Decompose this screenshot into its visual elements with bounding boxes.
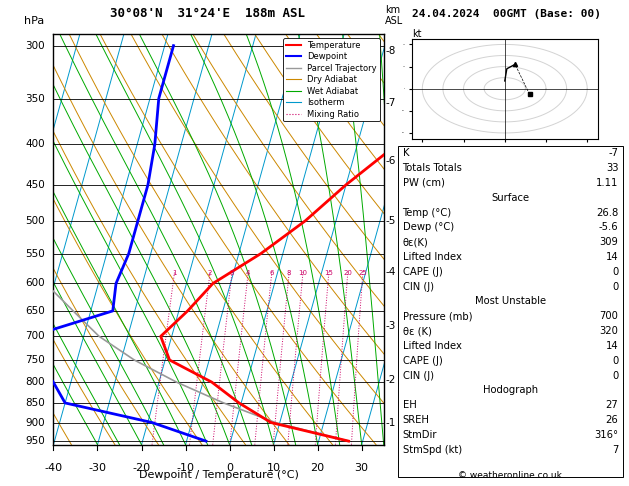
- Text: 0: 0: [612, 356, 618, 366]
- Text: 4: 4: [246, 270, 250, 276]
- Text: -8: -8: [386, 46, 396, 56]
- Text: -5.6: -5.6: [599, 222, 618, 232]
- Text: 350: 350: [25, 93, 45, 104]
- Text: 6: 6: [270, 270, 274, 276]
- Text: Hodograph: Hodograph: [483, 385, 538, 396]
- Text: Temp (°C): Temp (°C): [403, 208, 452, 218]
- Text: Dewp (°C): Dewp (°C): [403, 222, 454, 232]
- Text: 309: 309: [599, 237, 618, 247]
- Text: 750: 750: [25, 355, 45, 365]
- Text: 0: 0: [226, 463, 233, 473]
- Text: Most Unstable: Most Unstable: [475, 296, 546, 307]
- Legend: Temperature, Dewpoint, Parcel Trajectory, Dry Adiabat, Wet Adiabat, Isotherm, Mi: Temperature, Dewpoint, Parcel Trajectory…: [283, 38, 379, 121]
- Text: -40: -40: [45, 463, 62, 473]
- X-axis label: Dewpoint / Temperature (°C): Dewpoint / Temperature (°C): [138, 469, 299, 480]
- Text: -3: -3: [386, 321, 396, 331]
- Text: -7: -7: [386, 98, 396, 108]
- Text: 7: 7: [612, 445, 618, 455]
- Text: 950: 950: [25, 436, 45, 446]
- Text: -5: -5: [386, 216, 396, 226]
- Text: 14: 14: [606, 252, 618, 262]
- Text: 33: 33: [606, 163, 618, 173]
- Text: km
ASL: km ASL: [386, 5, 404, 26]
- Text: Totals Totals: Totals Totals: [403, 163, 462, 173]
- Text: EH: EH: [403, 400, 416, 410]
- Text: -2: -2: [386, 375, 396, 385]
- Text: 30: 30: [355, 463, 369, 473]
- Text: -7: -7: [608, 148, 618, 158]
- Text: 850: 850: [25, 398, 45, 408]
- Text: K: K: [403, 148, 409, 158]
- Text: 2: 2: [208, 270, 213, 276]
- Text: 450: 450: [25, 180, 45, 190]
- Text: 500: 500: [26, 216, 45, 226]
- Text: CAPE (J): CAPE (J): [403, 267, 442, 277]
- Text: 20: 20: [343, 270, 352, 276]
- Text: 600: 600: [26, 278, 45, 289]
- Text: 650: 650: [25, 306, 45, 316]
- Text: 26.8: 26.8: [596, 208, 618, 218]
- Text: 26: 26: [606, 415, 618, 425]
- Text: StmDir: StmDir: [403, 430, 437, 440]
- Text: -4: -4: [386, 267, 396, 277]
- Text: 25: 25: [359, 270, 367, 276]
- Text: 900: 900: [26, 417, 45, 428]
- Text: Lifted Index: Lifted Index: [403, 341, 462, 351]
- Text: 0: 0: [612, 370, 618, 381]
- Text: -30: -30: [89, 463, 106, 473]
- Text: 1.11: 1.11: [596, 178, 618, 188]
- Text: kt: kt: [412, 29, 421, 39]
- Text: 30°08'N  31°24'E  188m ASL: 30°08'N 31°24'E 188m ASL: [110, 7, 305, 20]
- Text: hPa: hPa: [23, 16, 44, 26]
- Text: -10: -10: [177, 463, 194, 473]
- Text: 8: 8: [287, 270, 291, 276]
- Text: 3: 3: [230, 270, 235, 276]
- Text: 10: 10: [299, 270, 308, 276]
- Text: 14: 14: [606, 341, 618, 351]
- Text: CIN (J): CIN (J): [403, 281, 433, 292]
- Text: 0: 0: [612, 281, 618, 292]
- Text: Lifted Index: Lifted Index: [403, 252, 462, 262]
- Text: StmSpd (kt): StmSpd (kt): [403, 445, 462, 455]
- Text: 20: 20: [311, 463, 325, 473]
- Text: 316°: 316°: [594, 430, 618, 440]
- Text: Mixing Ratio (g/kg): Mixing Ratio (g/kg): [397, 193, 407, 285]
- Text: 0: 0: [612, 267, 618, 277]
- Text: 400: 400: [26, 139, 45, 149]
- Text: 300: 300: [26, 41, 45, 51]
- Text: -1: -1: [386, 417, 396, 428]
- Text: © weatheronline.co.uk: © weatheronline.co.uk: [459, 471, 562, 480]
- Text: CIN (J): CIN (J): [403, 370, 433, 381]
- Text: 800: 800: [26, 377, 45, 387]
- Text: PW (cm): PW (cm): [403, 178, 445, 188]
- Text: SREH: SREH: [403, 415, 430, 425]
- Text: -20: -20: [133, 463, 150, 473]
- Text: Pressure (mb): Pressure (mb): [403, 311, 472, 321]
- Text: 15: 15: [325, 270, 333, 276]
- Text: 320: 320: [599, 326, 618, 336]
- Text: θε (K): θε (K): [403, 326, 431, 336]
- Text: 24.04.2024  00GMT (Base: 00): 24.04.2024 00GMT (Base: 00): [412, 9, 601, 18]
- Text: CAPE (J): CAPE (J): [403, 356, 442, 366]
- Text: θε(K): θε(K): [403, 237, 428, 247]
- Text: 1: 1: [172, 270, 177, 276]
- Text: 27: 27: [606, 400, 618, 410]
- Text: -6: -6: [386, 156, 396, 166]
- Text: 10: 10: [267, 463, 281, 473]
- Text: 550: 550: [25, 249, 45, 259]
- Text: Surface: Surface: [491, 192, 530, 203]
- Text: 700: 700: [26, 331, 45, 341]
- Text: 700: 700: [599, 311, 618, 321]
